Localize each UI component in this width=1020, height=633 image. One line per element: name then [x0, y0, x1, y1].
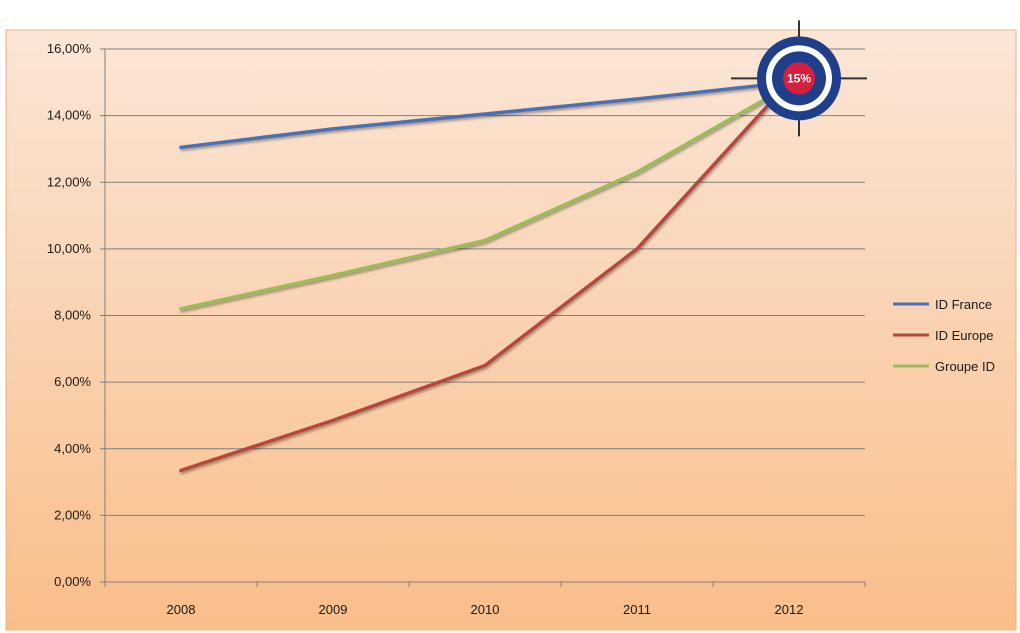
- series-lines: [179, 80, 791, 473]
- target-label: 15%: [787, 71, 811, 85]
- legend-label: ID Europe: [935, 328, 994, 343]
- axes: [104, 49, 865, 583]
- x-tick-label: 2009: [319, 602, 348, 617]
- x-tick-label: 2008: [167, 602, 196, 617]
- chart-background: [5, 29, 1017, 631]
- y-tick-label: 10,00%: [47, 241, 92, 256]
- series-line-groupe-id: [179, 83, 791, 311]
- x-tick-label: 2011: [623, 602, 651, 617]
- target-marker: 15%: [731, 20, 867, 137]
- target-bullseye: [783, 62, 815, 95]
- y-tick-label: 2,00%: [54, 507, 91, 522]
- legend: ID France ID Europe Groupe ID: [893, 297, 995, 374]
- x-tick-labels: 2008 2009 2010 2011 2012: [104, 582, 866, 617]
- y-tick-labels: 0,00% 2,00% 4,00% 6,00% 8,00% 10,00% 12,00% 14,…: [47, 41, 92, 589]
- y-tick-label: 4,00%: [54, 441, 91, 456]
- y-tick-label: 0,00%: [54, 574, 91, 589]
- y-tick-label: 12,00%: [47, 174, 92, 189]
- y-tick-label: 6,00%: [54, 374, 91, 389]
- y-tick-label: 16,00%: [47, 41, 92, 56]
- x-tick-label: 2010: [471, 602, 500, 617]
- legend-label: Groupe ID: [935, 359, 995, 374]
- y-tick-label: 8,00%: [54, 308, 91, 323]
- series-line-id-europe: [179, 80, 791, 473]
- y-tick-label: 14,00%: [47, 108, 92, 123]
- x-tick-label: 2012: [775, 602, 804, 617]
- legend-label: ID France: [935, 297, 992, 312]
- series-line-id-france: [179, 80, 791, 150]
